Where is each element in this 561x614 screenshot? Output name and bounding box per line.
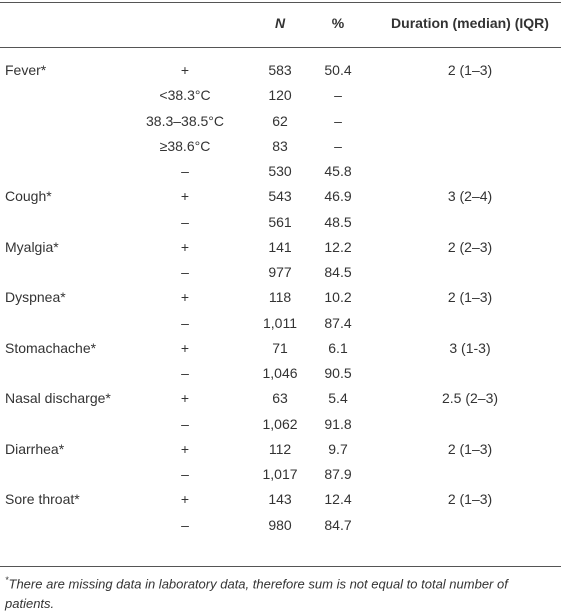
cell-sign: – (181, 264, 189, 281)
cell-sublabel: ≥38.6°C (159, 137, 211, 154)
cell-pct: 6.1 (328, 339, 348, 356)
cell-duration: 2 (1–3) (447, 440, 493, 457)
cell-n: 118 (268, 289, 292, 306)
cell-duration: 2 (1–3) (447, 491, 493, 508)
cell-sign: – (181, 314, 189, 331)
cell-n: 83 (272, 137, 288, 154)
cell-label: Stomachache* (5, 339, 97, 356)
cell-n: 1,062 (262, 415, 298, 432)
cell-duration: 2 (1–3) (447, 62, 493, 78)
cell-label: Fever* (5, 62, 47, 78)
bottom-rule (0, 566, 561, 567)
cell-pct: 12.4 (324, 491, 352, 508)
cell-sublabel: <38.3°C (159, 87, 211, 104)
cell-pct: 84.5 (324, 264, 352, 281)
cell-sign: + (180, 289, 190, 306)
cell-pct: – (334, 87, 342, 104)
cell-n: 1,046 (262, 365, 298, 382)
cell-pct: 84.7 (324, 516, 352, 533)
cell-label: Myalgia* (5, 238, 59, 255)
cell-n: 141 (268, 238, 292, 255)
cell-pct: 9.7 (328, 440, 348, 457)
cell-label: Cough* (5, 188, 52, 205)
cell-n: 63 (272, 390, 288, 407)
header-n: N (274, 15, 286, 31)
cell-sign: + (180, 339, 190, 356)
header-pct: % (331, 15, 345, 31)
cell-pct: 12.2 (324, 238, 352, 255)
cell-n: 980 (268, 516, 292, 533)
cell-pct: 87.4 (324, 314, 352, 331)
cell-duration: 3 (2–4) (447, 188, 493, 205)
cell-sign: + (180, 238, 190, 255)
cell-pct: 50.4 (324, 62, 352, 78)
footnote-text: There are missing data in laboratory dat… (5, 576, 508, 612)
cell-sign: + (180, 440, 190, 457)
cell-sign: – (181, 466, 189, 483)
top-rule (0, 2, 561, 3)
header-duration: Duration (median) (IQR) (391, 15, 549, 31)
cell-duration: 2.5 (2–3) (441, 390, 499, 407)
cell-pct: 46.9 (324, 188, 352, 205)
cell-n: 120 (268, 87, 292, 104)
cell-n: 583 (268, 62, 292, 78)
cell-sign: + (180, 390, 190, 407)
cell-pct: 91.8 (324, 415, 352, 432)
cell-label: Nasal discharge* (5, 390, 111, 407)
cell-sign: – (181, 516, 189, 533)
cell-label: Sore throat* (5, 491, 80, 508)
cell-n: 143 (268, 491, 292, 508)
cell-sign: – (181, 213, 189, 230)
cell-pct: 48.5 (324, 213, 352, 230)
cell-pct: 45.8 (324, 163, 352, 180)
cell-n: 71 (272, 339, 288, 356)
footnote: *There are missing data in laboratory da… (5, 570, 545, 614)
cell-n: 561 (268, 213, 292, 230)
cell-pct: – (334, 137, 342, 154)
cell-sign: + (180, 188, 190, 205)
cell-sign: + (180, 62, 190, 78)
footnote-marker: * (5, 575, 9, 585)
cell-n: 62 (272, 112, 288, 129)
header-rule (0, 47, 561, 48)
cell-duration: 2 (1–3) (447, 289, 493, 306)
cell-n: 1,017 (262, 466, 298, 483)
cell-n: 530 (268, 163, 292, 180)
cell-label: Diarrhea* (5, 440, 65, 457)
cell-sign: – (181, 163, 189, 180)
cell-n: 977 (268, 264, 292, 281)
cell-n: 1,011 (263, 314, 297, 331)
cell-n: 543 (268, 188, 292, 205)
cell-n: 112 (268, 440, 292, 457)
cell-sublabel: 38.3–38.5°C (146, 112, 224, 129)
cell-pct: 87.9 (324, 466, 352, 483)
cell-pct: 90.5 (324, 365, 352, 382)
cell-sign: – (181, 415, 189, 432)
cell-sign: – (181, 365, 189, 382)
cell-duration: 3 (1-3) (449, 339, 491, 356)
cell-sign: + (180, 491, 190, 508)
cell-pct: – (334, 112, 342, 129)
cell-duration: 2 (2–3) (447, 238, 493, 255)
cell-pct: 5.4 (328, 390, 348, 407)
cell-pct: 10.2 (324, 289, 352, 306)
cell-label: Dyspnea* (5, 289, 66, 306)
